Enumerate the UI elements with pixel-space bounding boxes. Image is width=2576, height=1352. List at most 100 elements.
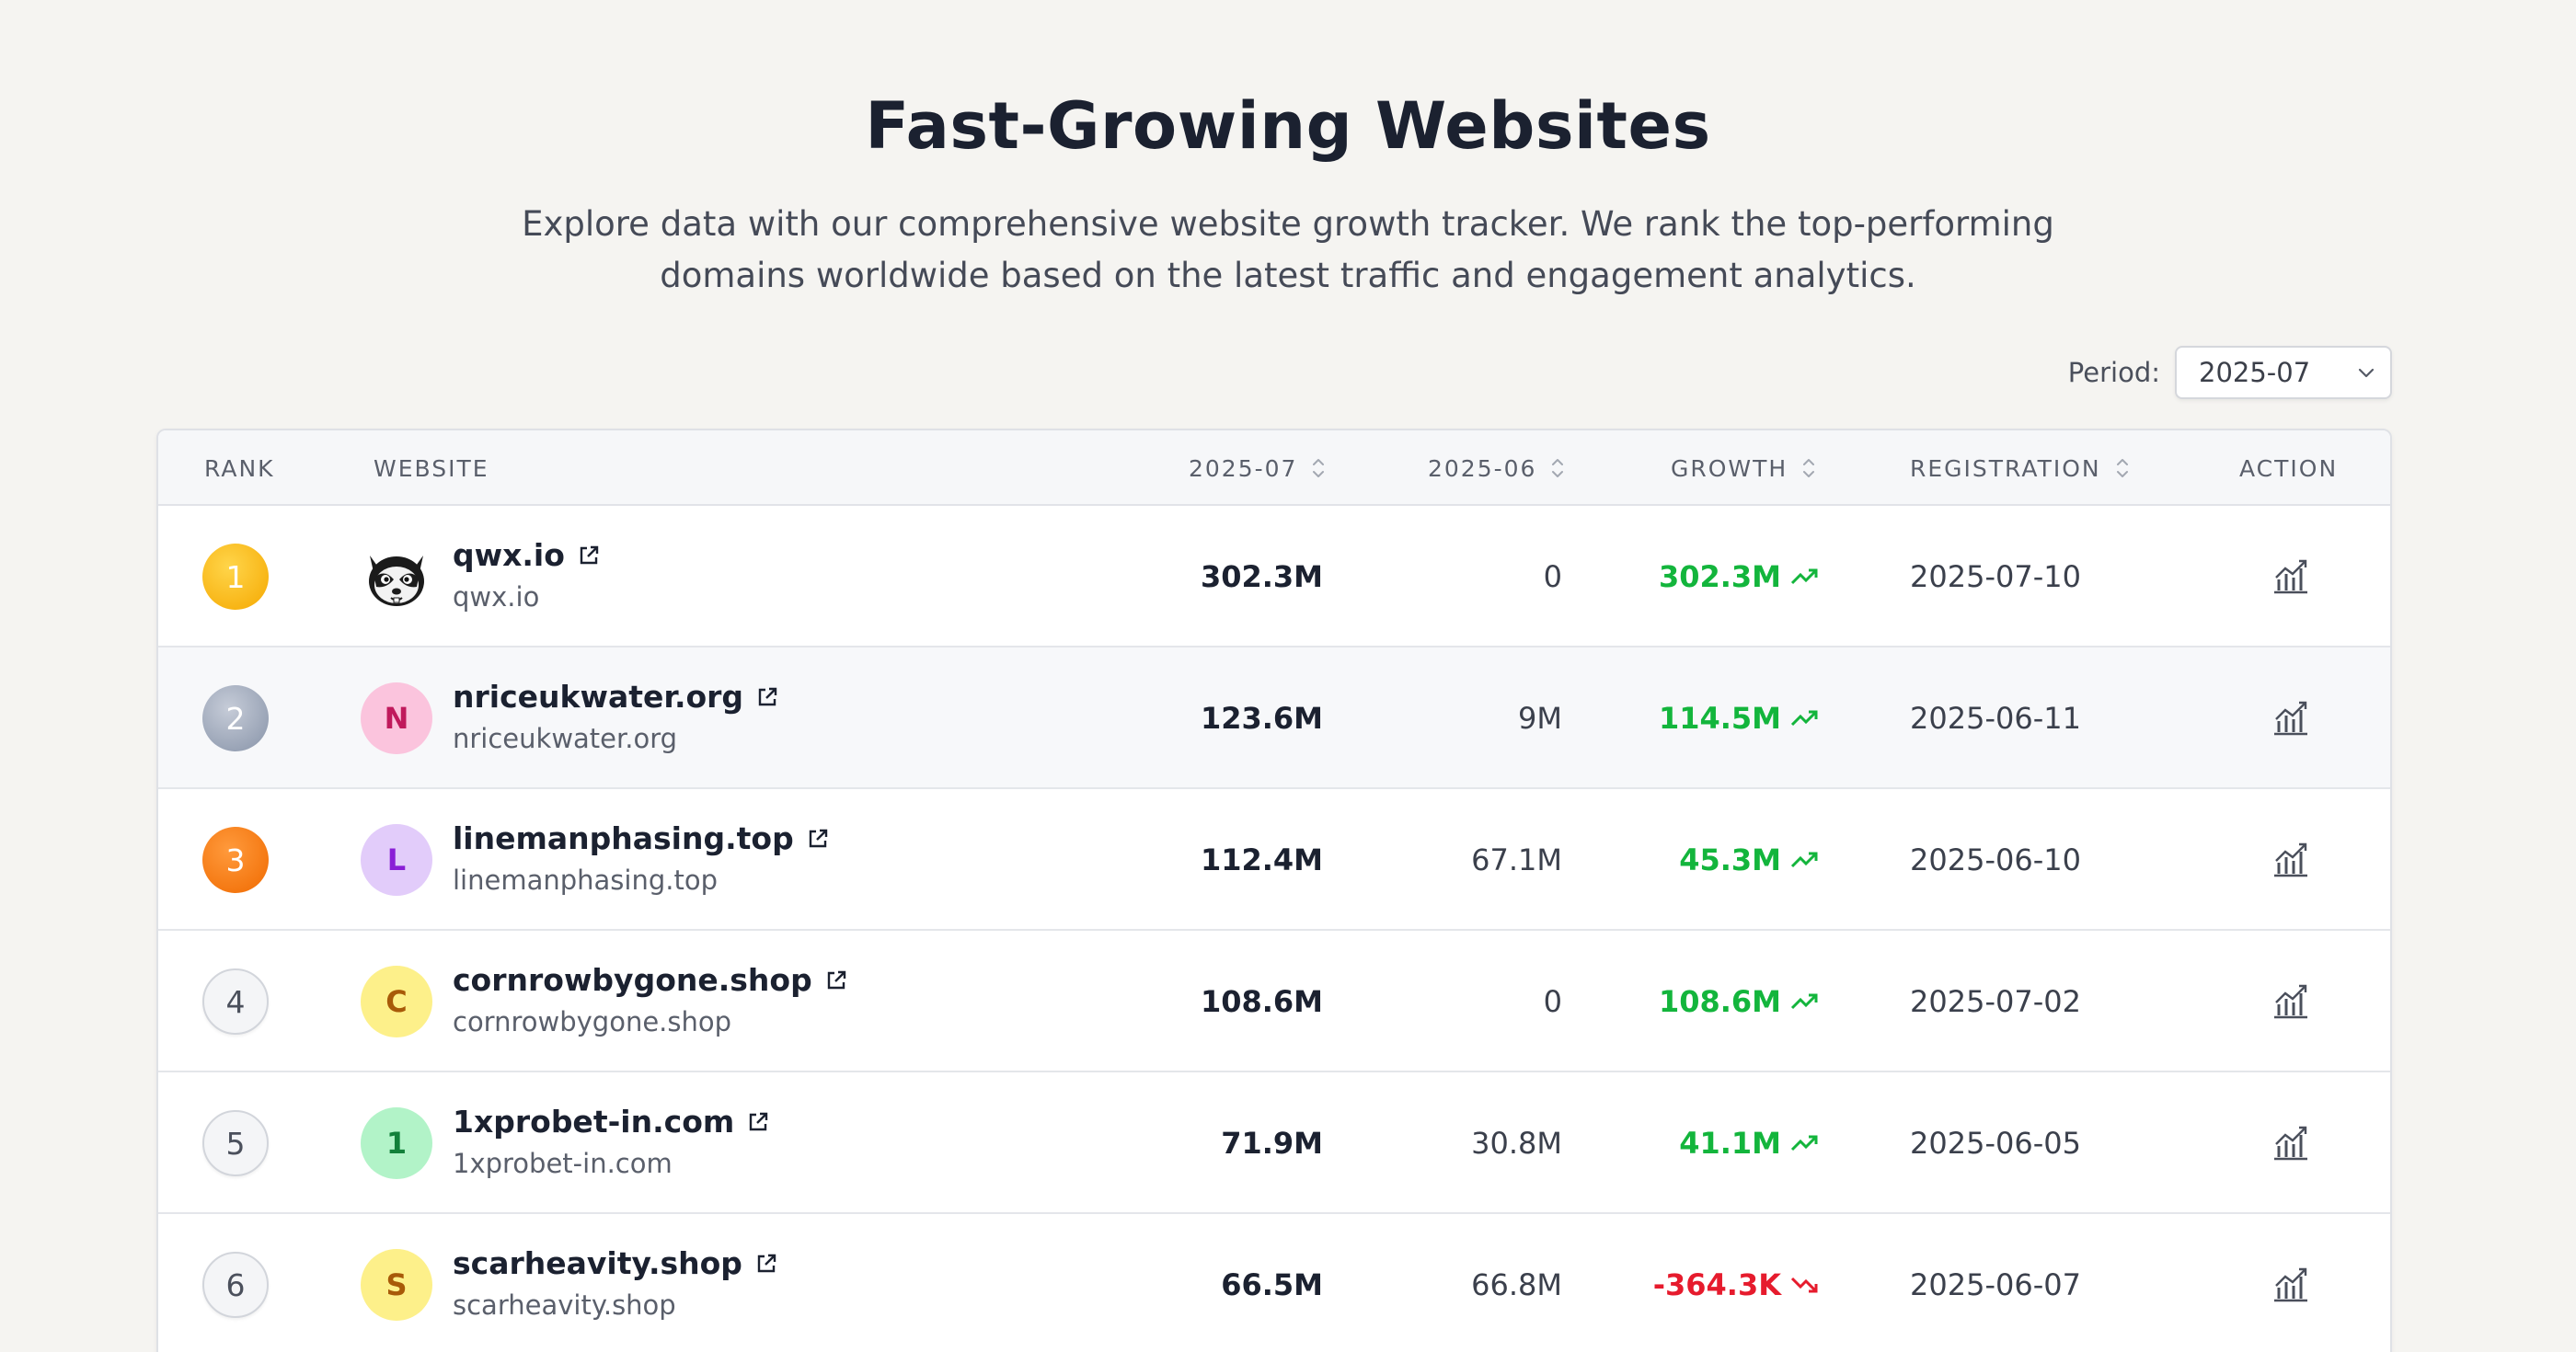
external-link-icon — [758, 687, 777, 705]
trend-down-icon — [1790, 1277, 1818, 1293]
table-row: 1 qwx.io q — [158, 506, 2390, 647]
growth-amount: 108.6M — [1658, 984, 1781, 1019]
site-avatar: N — [361, 682, 432, 754]
registration-date: 2025-06-11 — [1910, 701, 2081, 736]
trend-up-icon — [1790, 568, 1818, 585]
table-row: 5 1 1xprobet-in.com 1xprobet-in.com 71.9… — [158, 1072, 2390, 1214]
site-domain: qwx.io — [453, 581, 540, 613]
sort-icon — [1313, 459, 1325, 477]
table-row: 4 C cornrowbygone.shop cornrowbygone.sho… — [158, 931, 2390, 1072]
site-avatar: L — [361, 824, 432, 896]
sort-icon — [1552, 459, 1564, 477]
site-link[interactable]: 1xprobet-in.com — [453, 1104, 771, 1140]
growth-value: -364.3K — [1653, 1214, 1820, 1352]
external-link-icon — [580, 545, 599, 564]
rank-badge: 5 — [202, 1110, 269, 1176]
header-current-period[interactable]: 2025-07 — [1189, 430, 1327, 506]
registration-date: 2025-07-02 — [1910, 984, 2081, 1019]
period-filter: Period: 2025-07 — [2068, 346, 2392, 399]
header-website: WEBSITE — [374, 430, 489, 506]
header-previous-period[interactable]: 2025-06 — [1428, 430, 1566, 506]
header-rank-label: RANK — [204, 454, 275, 482]
header-registration-label: REGISTRATION — [1910, 454, 2101, 482]
site-link[interactable]: linemanphasing.top — [453, 820, 831, 856]
previous-visits: 30.8M — [1471, 1126, 1562, 1161]
period-label: Period: — [2067, 357, 2160, 388]
registration-date: 2025-06-07 — [1910, 1267, 2081, 1302]
trend-up-icon — [1790, 993, 1818, 1010]
external-link-icon — [750, 1112, 768, 1130]
trend-up-icon — [1790, 710, 1818, 727]
site-name: scarheavity.shop — [453, 1245, 742, 1281]
site-domain: cornrowbygone.shop — [453, 1006, 732, 1037]
header-registration[interactable]: REGISTRATION — [1910, 430, 2131, 506]
table-row: 2 N nriceukwater.org nriceukwater.org 12… — [158, 647, 2390, 789]
current-visits: 66.5M — [1221, 1267, 1323, 1302]
current-visits: 71.9M — [1221, 1126, 1323, 1161]
chart-icon[interactable] — [2271, 1266, 2311, 1304]
growth-amount: -364.3K — [1652, 1267, 1781, 1302]
current-visits: 112.4M — [1200, 842, 1323, 877]
table-row: 6 S scarheavity.shop scarheavity.shop 66… — [158, 1214, 2390, 1352]
current-visits: 302.3M — [1200, 559, 1323, 594]
site-avatar: S — [361, 1249, 432, 1321]
site-name: cornrowbygone.shop — [453, 962, 812, 998]
chart-icon[interactable] — [2271, 1124, 2311, 1163]
table-header: RANK WEBSITE 2025-07 2025-06 GROWTH REGI… — [158, 430, 2390, 506]
site-avatar: C — [361, 966, 432, 1037]
trend-up-icon — [1790, 1135, 1818, 1151]
growth-amount: 114.5M — [1658, 701, 1781, 736]
sort-icon — [1803, 459, 1815, 477]
external-link-icon — [757, 1254, 776, 1272]
site-avatar: 1 — [361, 1107, 432, 1179]
site-domain: 1xprobet-in.com — [453, 1148, 673, 1179]
registration-date: 2025-06-05 — [1910, 1126, 2081, 1161]
header-current-label: 2025-07 — [1189, 454, 1298, 482]
site-name: linemanphasing.top — [453, 820, 794, 856]
chart-icon[interactable] — [2271, 557, 2311, 596]
previous-visits: 9M — [1518, 701, 1562, 736]
growth-amount: 41.1M — [1679, 1126, 1781, 1161]
external-link-icon — [809, 829, 827, 847]
page-subtitle: Explore data with our comprehensive webs… — [522, 204, 2054, 295]
chart-icon[interactable] — [2271, 699, 2311, 738]
period-select[interactable]: 2025-07 — [2175, 346, 2392, 399]
current-visits: 108.6M — [1200, 984, 1323, 1019]
registration-date: 2025-06-10 — [1910, 842, 2081, 877]
sort-icon — [2116, 459, 2128, 477]
previous-visits: 66.8M — [1471, 1267, 1562, 1302]
growth-amount: 45.3M — [1679, 842, 1781, 877]
table-row: 3 L linemanphasing.top linemanphasing.to… — [158, 789, 2390, 931]
external-link-icon — [827, 970, 845, 989]
site-link[interactable]: cornrowbygone.shop — [453, 962, 849, 998]
header-growth[interactable]: GROWTH — [1671, 430, 1817, 506]
registration-date: 2025-07-10 — [1910, 559, 2081, 594]
site-link[interactable]: scarheavity.shop — [453, 1245, 779, 1281]
site-domain: nriceukwater.org — [453, 723, 678, 754]
chart-icon[interactable] — [2271, 841, 2311, 879]
growth-value: 108.6M — [1659, 931, 1820, 1072]
site-name: nriceukwater.org — [453, 679, 744, 715]
header-previous-label: 2025-06 — [1428, 454, 1537, 482]
site-logo — [361, 541, 432, 613]
previous-visits: 67.1M — [1471, 842, 1562, 877]
rankings-table: RANK WEBSITE 2025-07 2025-06 GROWTH REGI… — [156, 429, 2392, 1352]
site-link[interactable]: nriceukwater.org — [453, 679, 780, 715]
chevron-down-icon — [2358, 368, 2375, 378]
header-website-label: WEBSITE — [374, 454, 489, 482]
header-action: ACTION — [2239, 430, 2338, 506]
previous-visits: 0 — [1543, 559, 1562, 594]
header-action-label: ACTION — [2239, 454, 2339, 482]
chart-icon[interactable] — [2271, 982, 2311, 1021]
growth-value: 45.3M — [1679, 789, 1820, 931]
rank-badge: 4 — [202, 968, 269, 1035]
site-name: 1xprobet-in.com — [453, 1104, 735, 1140]
growth-value: 41.1M — [1679, 1072, 1820, 1214]
site-link[interactable]: qwx.io — [453, 537, 602, 573]
growth-value: 114.5M — [1659, 647, 1820, 789]
site-name: qwx.io — [453, 537, 565, 573]
header-rank: RANK — [204, 430, 275, 506]
page-title: Fast-Growing Websites — [865, 88, 1711, 164]
rank-badge: 2 — [202, 685, 269, 751]
